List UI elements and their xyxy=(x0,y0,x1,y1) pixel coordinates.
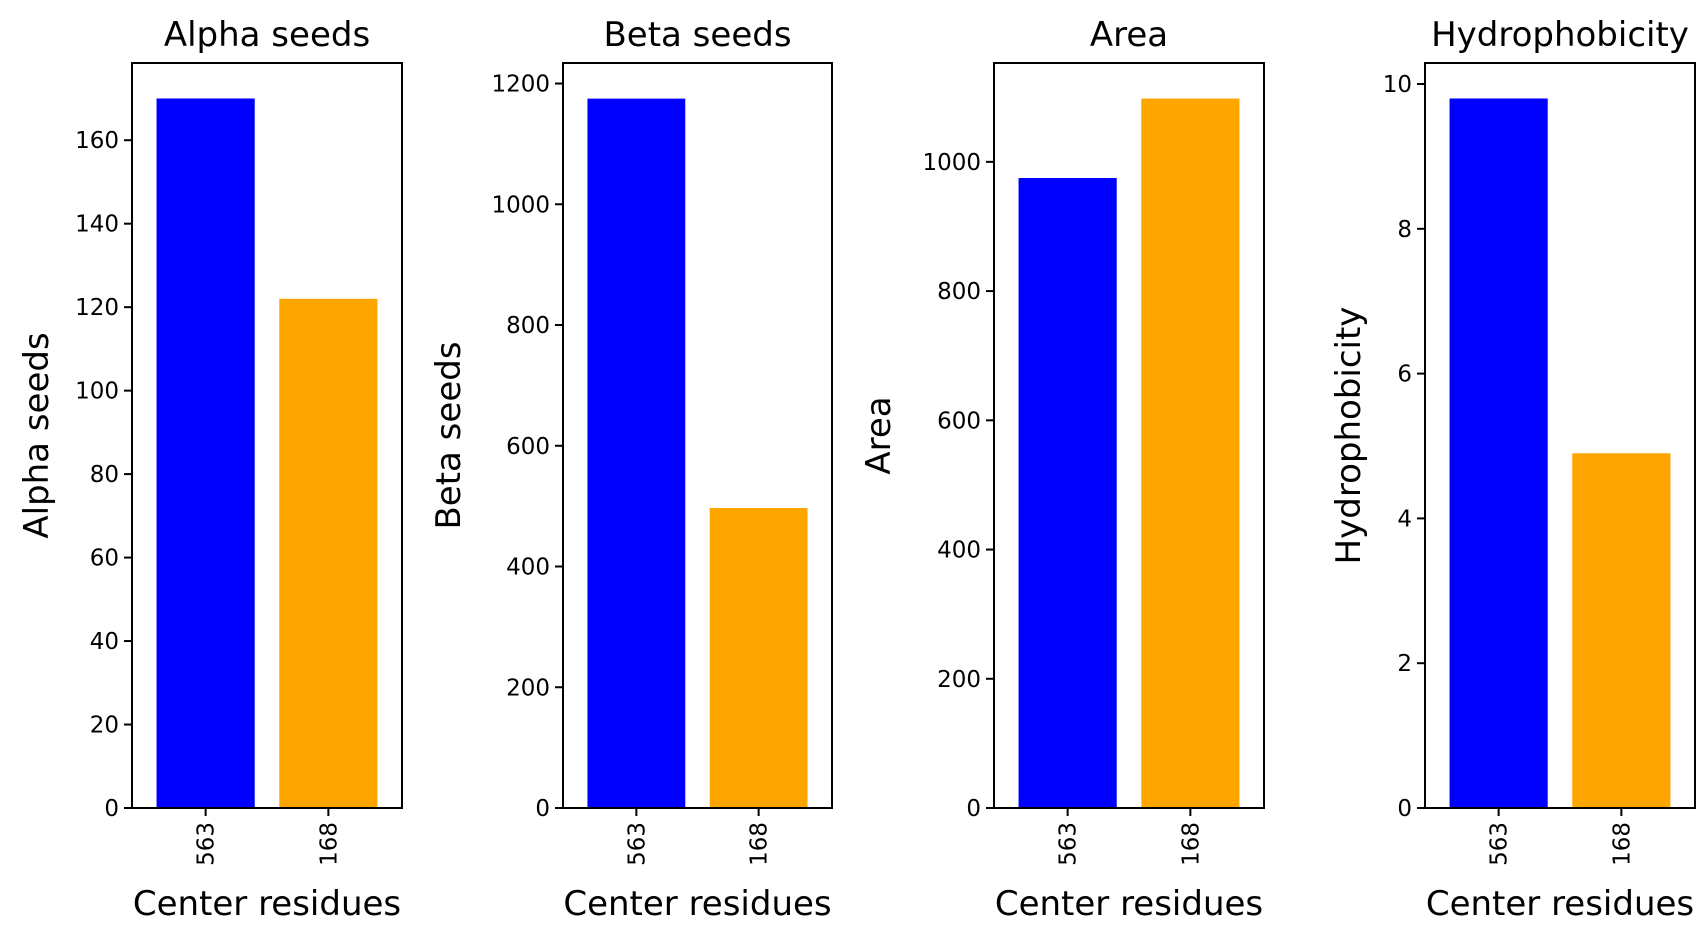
y-tick-label: 400 xyxy=(506,555,550,581)
x-axis-label: Center residues xyxy=(995,884,1263,924)
x-tick-label: 563 xyxy=(194,822,220,866)
y-axis-label: Area xyxy=(859,396,899,474)
y-tick-label: 60 xyxy=(90,546,119,572)
y-tick-label: 800 xyxy=(937,279,981,305)
y-tick-label: 10 xyxy=(1383,72,1412,98)
bar-2-0 xyxy=(1018,178,1117,809)
y-tick-label: 0 xyxy=(966,796,981,822)
bar-0-1 xyxy=(279,298,378,808)
x-tick-label: 563 xyxy=(1487,822,1513,866)
y-tick-label: 1000 xyxy=(491,192,550,218)
x-tick-label: 168 xyxy=(747,822,773,866)
axes-frame xyxy=(131,62,403,809)
y-tick-label: 600 xyxy=(937,408,981,434)
y-tick-label: 20 xyxy=(90,713,119,739)
chart-title: Beta seeds xyxy=(603,15,791,55)
chart-title: Hydrophobicity xyxy=(1431,15,1689,55)
y-tick-label: 100 xyxy=(75,379,119,405)
bar-2-1 xyxy=(1141,98,1240,809)
axes-frame xyxy=(562,62,833,809)
y-tick-label: 0 xyxy=(535,796,550,822)
y-tick-label: 200 xyxy=(937,667,981,693)
y-tick-label: 6 xyxy=(1397,362,1412,388)
x-tick-label: 168 xyxy=(1178,822,1204,866)
y-axis-label: Beta seeds xyxy=(429,341,469,529)
y-tick-label: 200 xyxy=(506,675,550,701)
bar-0-0 xyxy=(156,98,255,808)
y-tick-label: 140 xyxy=(75,212,119,238)
x-tick-label: 168 xyxy=(316,822,342,866)
bar-3-1 xyxy=(1572,453,1671,808)
y-tick-label: 600 xyxy=(506,434,550,460)
x-tick-label: 563 xyxy=(1056,822,1082,866)
bar-3-0 xyxy=(1449,98,1548,808)
axes-frame xyxy=(1424,62,1696,809)
y-tick-label: 400 xyxy=(937,538,981,564)
y-tick-label: 80 xyxy=(90,462,119,488)
y-axis-label: Hydrophobicity xyxy=(1329,307,1369,565)
bar-1-0 xyxy=(587,98,686,808)
x-tick-label: 563 xyxy=(624,822,650,866)
y-tick-label: 1200 xyxy=(491,72,550,98)
y-axis-label: Alpha seeds xyxy=(17,332,57,538)
y-tick-label: 120 xyxy=(75,295,119,321)
y-tick-label: 2 xyxy=(1397,651,1412,677)
bar-1-1 xyxy=(709,507,808,808)
y-tick-label: 0 xyxy=(104,796,119,822)
axes-frame xyxy=(993,62,1265,809)
x-axis-label: Center residues xyxy=(1426,884,1694,924)
y-tick-label: 0 xyxy=(1397,796,1412,822)
y-tick-label: 1000 xyxy=(922,150,981,176)
x-axis-label: Center residues xyxy=(133,884,401,924)
x-axis-label: Center residues xyxy=(563,884,831,924)
y-tick-label: 4 xyxy=(1397,506,1412,532)
y-tick-label: 8 xyxy=(1397,217,1412,243)
x-tick-label: 168 xyxy=(1609,822,1635,866)
y-tick-label: 800 xyxy=(506,313,550,339)
y-tick-label: 40 xyxy=(90,629,119,655)
y-tick-label: 160 xyxy=(75,128,119,154)
chart-title: Area xyxy=(1090,15,1168,55)
chart-title: Alpha seeds xyxy=(164,15,370,55)
